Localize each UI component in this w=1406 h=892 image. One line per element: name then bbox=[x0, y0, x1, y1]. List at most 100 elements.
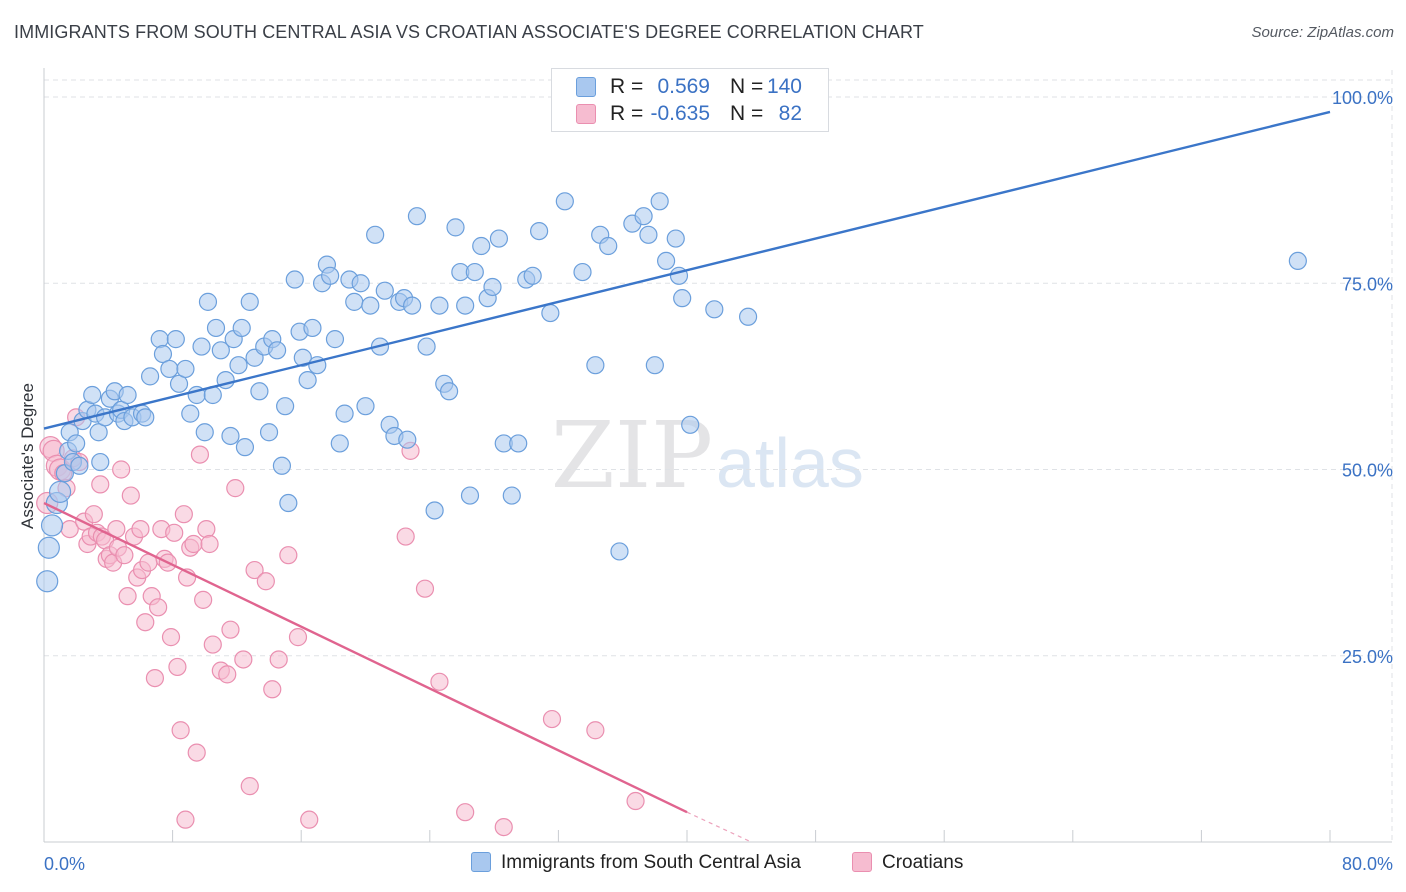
south-central-asia-point bbox=[211, 341, 230, 360]
legend-label-croatians: Croatians bbox=[882, 852, 964, 873]
croatians-point bbox=[136, 613, 155, 632]
south-central-asia-point bbox=[235, 438, 255, 457]
y-axis-label: Associate's Degree bbox=[18, 383, 37, 529]
south-central-asia-point bbox=[335, 404, 354, 423]
south-central-asia-point bbox=[375, 281, 394, 300]
south-central-asia-point bbox=[325, 330, 345, 349]
croatians-point bbox=[187, 743, 206, 762]
south-central-asia-point bbox=[650, 192, 669, 211]
croatians-point bbox=[263, 680, 282, 699]
south-central-asia-point bbox=[356, 397, 375, 416]
south-central-asia-point bbox=[232, 318, 251, 338]
south-central-asia-point bbox=[639, 225, 658, 244]
south-central-asia-point bbox=[345, 292, 364, 311]
south-central-asia-point bbox=[298, 371, 317, 390]
south-central-asia-point bbox=[140, 367, 160, 386]
south-central-asia-trend-line bbox=[43, 110, 1331, 430]
south-central-asia-point bbox=[37, 536, 60, 559]
south-central-asia-point bbox=[293, 348, 312, 367]
south-central-asia-point bbox=[272, 456, 292, 475]
croatians-point bbox=[121, 486, 140, 505]
south-central-asia-point bbox=[489, 229, 509, 248]
south-central-asia-point bbox=[460, 486, 480, 505]
pink-swatch bbox=[576, 104, 596, 124]
y-tick-label: 100.0% bbox=[1332, 88, 1393, 108]
pink-n-label: N = bbox=[730, 102, 764, 125]
croatians-point bbox=[586, 721, 605, 740]
croatians-point bbox=[300, 810, 319, 829]
legend-swatch-pink bbox=[852, 852, 872, 872]
south-central-asia-point bbox=[240, 292, 259, 311]
croatians-point bbox=[456, 803, 475, 822]
trend-lines bbox=[43, 110, 1331, 843]
south-central-asia-point bbox=[229, 356, 248, 375]
series-legend: Immigrants from South Central Asia Croat… bbox=[0, 852, 1406, 878]
croatians-point bbox=[626, 791, 645, 811]
south-central-asia-points bbox=[36, 192, 1307, 593]
croatians-trend-extension bbox=[686, 811, 752, 843]
south-central-asia-point bbox=[439, 382, 459, 401]
croatians-point bbox=[240, 777, 259, 796]
source-label: Source: ZipAtlas.com bbox=[1251, 24, 1394, 41]
south-central-asia-point bbox=[645, 356, 664, 375]
south-central-asia-point bbox=[195, 423, 214, 442]
blue-r-value: 0.569 bbox=[657, 75, 710, 98]
south-central-asia-point bbox=[417, 337, 436, 356]
croatians-point bbox=[174, 505, 193, 524]
y-tick-label: 50.0% bbox=[1342, 461, 1393, 481]
axis-labels: 25.0% 50.0% 75.0% 100.0% 0.0% 80.0% Associate'… bbox=[18, 88, 1393, 874]
croatians-point bbox=[269, 650, 288, 669]
south-central-asia-point bbox=[40, 514, 64, 537]
south-central-asia-point bbox=[221, 426, 240, 446]
correlation-legend: R = 0.569 N = 140 R = -0.635 N = 82 bbox=[551, 68, 829, 132]
south-central-asia-point bbox=[136, 408, 155, 427]
croatians-point bbox=[194, 590, 213, 609]
croatians-point bbox=[279, 546, 298, 565]
croatians-point bbox=[200, 534, 219, 554]
south-central-asia-point bbox=[509, 434, 528, 453]
south-central-asia-point bbox=[70, 456, 89, 475]
south-central-asia-point bbox=[321, 266, 340, 285]
croatians-point bbox=[131, 519, 150, 539]
croatians-point bbox=[171, 721, 190, 740]
south-central-asia-point bbox=[483, 277, 502, 297]
south-central-asia-point bbox=[586, 356, 605, 375]
croatians-point bbox=[430, 672, 449, 691]
croatians-point bbox=[203, 635, 222, 654]
croatians-point bbox=[542, 709, 562, 729]
croatians-point bbox=[396, 527, 415, 546]
south-central-asia-point bbox=[705, 300, 724, 319]
croatians-point bbox=[234, 650, 253, 669]
south-central-asia-point bbox=[446, 218, 465, 237]
south-central-asia-point bbox=[456, 296, 475, 315]
legend-swatch-blue bbox=[471, 852, 491, 872]
blue-swatch bbox=[576, 77, 596, 97]
south-central-asia-point bbox=[36, 570, 59, 593]
croatians-point bbox=[112, 460, 131, 479]
legend-row-blue: R = 0.569 N = 140 bbox=[552, 73, 828, 101]
south-central-asia-point bbox=[657, 251, 676, 270]
south-central-asia-point bbox=[166, 330, 185, 349]
south-central-asia-point bbox=[150, 330, 169, 349]
croatians-point bbox=[91, 475, 110, 494]
south-central-asia-point bbox=[555, 192, 574, 211]
croatians-point bbox=[184, 534, 203, 554]
south-central-asia-point bbox=[610, 542, 629, 561]
south-central-asia-point bbox=[91, 452, 110, 472]
croatians-point bbox=[190, 445, 210, 464]
croatians-point bbox=[197, 519, 216, 539]
south-central-asia-point bbox=[530, 222, 549, 241]
legend-label-south-central-asia: Immigrants from South Central Asia bbox=[501, 852, 801, 873]
south-central-asia-point bbox=[285, 270, 304, 289]
south-central-asia-point bbox=[181, 404, 200, 423]
chart-title: IMMIGRANTS FROM SOUTH CENTRAL ASIA VS CR… bbox=[14, 22, 924, 42]
croatians-trend-line bbox=[43, 501, 688, 814]
croatians-point bbox=[145, 668, 165, 688]
legend-item-south-central-asia: Immigrants from South Central Asia bbox=[471, 852, 801, 874]
croatians-point bbox=[415, 579, 435, 598]
south-central-asia-point bbox=[330, 434, 349, 453]
croatians-point bbox=[245, 560, 264, 580]
south-central-asia-point bbox=[398, 430, 417, 449]
croatians-point bbox=[118, 587, 137, 606]
